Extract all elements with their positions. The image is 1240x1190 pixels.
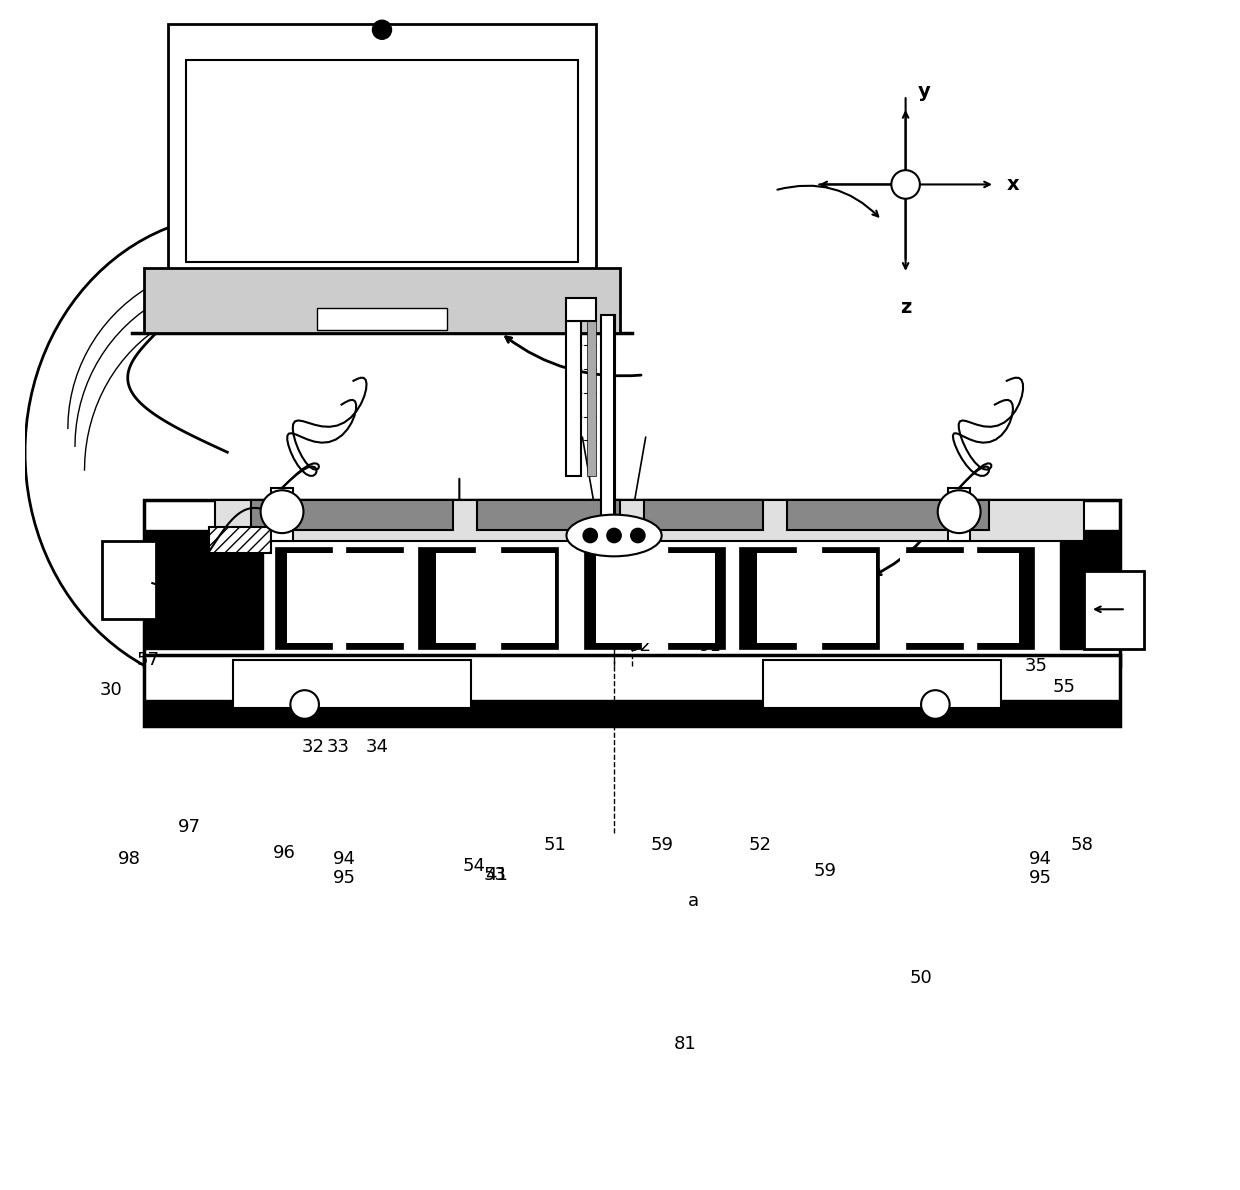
Text: 41: 41 (485, 865, 507, 884)
Bar (216, 500, 1084, 541)
Text: 96: 96 (273, 844, 296, 863)
Text: 32: 32 (301, 738, 325, 757)
Circle shape (892, 170, 920, 199)
Text: 300: 300 (506, 214, 539, 233)
Text: 53: 53 (484, 865, 507, 884)
Text: 92: 92 (629, 637, 652, 656)
Text: 81: 81 (675, 1034, 697, 1053)
Bar (596, 553, 715, 643)
Bar (418, 547, 475, 649)
Bar (167, 24, 596, 286)
Text: 55: 55 (1053, 677, 1075, 696)
Bar (763, 660, 1001, 708)
Text: 99: 99 (618, 619, 641, 638)
Text: 30: 30 (99, 681, 122, 700)
Bar (601, 315, 615, 530)
Bar (275, 547, 332, 649)
Bar (756, 553, 875, 643)
Bar (435, 553, 554, 643)
Text: 34: 34 (366, 738, 388, 757)
Bar (144, 500, 1120, 666)
Text: 54: 54 (463, 857, 485, 876)
Text: 90: 90 (1047, 704, 1069, 724)
Bar (977, 547, 1034, 649)
Bar (905, 547, 962, 649)
Text: y: y (918, 82, 930, 101)
Text: x: x (1007, 175, 1019, 194)
Circle shape (260, 490, 304, 533)
Bar (186, 60, 578, 262)
Bar (786, 500, 988, 530)
Circle shape (921, 690, 950, 719)
Circle shape (290, 690, 319, 719)
Circle shape (583, 528, 598, 543)
Bar (900, 553, 1018, 643)
Text: 50: 50 (910, 969, 932, 988)
Bar (210, 527, 272, 553)
Bar (272, 488, 293, 541)
Bar (501, 547, 558, 649)
Text: 93: 93 (284, 665, 306, 684)
Bar (233, 660, 471, 708)
Bar (250, 500, 454, 530)
Bar (346, 547, 403, 649)
Circle shape (606, 528, 621, 543)
Bar (587, 321, 596, 476)
Text: 58: 58 (1070, 835, 1094, 854)
Text: 35: 35 (1025, 657, 1048, 676)
Text: 95: 95 (1028, 869, 1052, 888)
Bar (316, 308, 448, 330)
Text: 98: 98 (118, 850, 141, 869)
Bar (584, 547, 641, 649)
Text: 94: 94 (332, 850, 356, 869)
Bar (144, 700, 1120, 726)
Bar (567, 298, 596, 321)
Circle shape (937, 490, 981, 533)
Bar (477, 500, 620, 530)
Circle shape (372, 20, 392, 39)
Bar (144, 654, 1120, 726)
Text: 33: 33 (326, 738, 350, 757)
Bar (286, 553, 405, 643)
Text: 59: 59 (813, 862, 836, 881)
Bar (1060, 530, 1120, 649)
Ellipse shape (567, 514, 662, 557)
Text: 94: 94 (1028, 850, 1052, 869)
Bar (103, 541, 156, 619)
Bar (144, 530, 263, 649)
Bar (644, 500, 763, 530)
Bar (1084, 571, 1143, 649)
Text: 57: 57 (136, 651, 159, 670)
Bar (667, 547, 724, 649)
Circle shape (631, 528, 645, 543)
Bar (822, 547, 879, 649)
Text: z: z (900, 298, 911, 317)
Bar (949, 488, 970, 541)
Text: 59: 59 (650, 835, 673, 854)
Bar (567, 321, 580, 476)
Text: 97: 97 (177, 818, 201, 837)
Text: 95: 95 (332, 869, 356, 888)
Text: 93: 93 (975, 665, 998, 684)
Text: 52: 52 (749, 835, 773, 854)
Text: 51: 51 (543, 835, 565, 854)
Bar (144, 268, 620, 333)
Text: 91: 91 (699, 637, 722, 656)
Text: a: a (688, 891, 699, 910)
Bar (613, 315, 616, 530)
Bar (739, 547, 796, 649)
